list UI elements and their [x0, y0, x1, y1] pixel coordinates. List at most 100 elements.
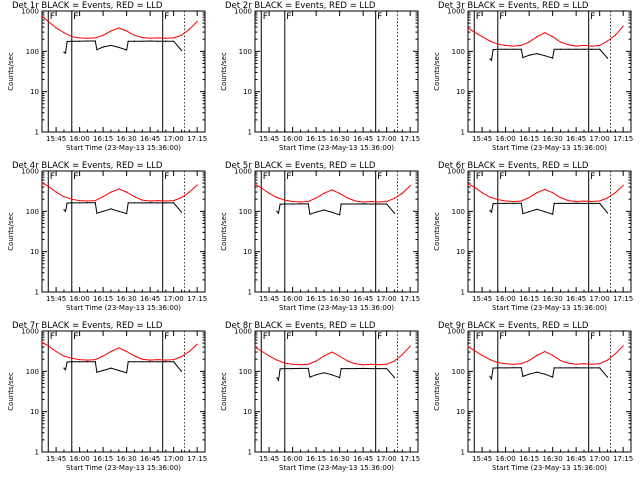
- y-tick-label: 100: [239, 368, 252, 376]
- lld-series-line: [41, 342, 198, 361]
- events-data-point: [133, 361, 136, 363]
- x-axis-label: Start Time (23-May-13 15:36:00): [279, 464, 394, 472]
- events-data-point: [520, 202, 522, 204]
- lld-data-point: [188, 191, 190, 193]
- events-data-point: [340, 203, 342, 205]
- flare-marker-label: F: [286, 172, 291, 182]
- lld-data-point: [362, 201, 364, 203]
- events-data-point: [79, 361, 81, 363]
- events-data-point: [575, 367, 577, 369]
- plot-frame: [254, 330, 419, 453]
- lld-data-point: [118, 347, 120, 349]
- events-data-point: [567, 48, 569, 50]
- lld-data-point: [276, 196, 278, 199]
- lld-data-point: [473, 349, 475, 352]
- lld-data-point: [86, 359, 89, 361]
- events-data-point: [277, 212, 280, 214]
- y-tick-label: 10: [456, 408, 465, 416]
- events-data-point: [559, 367, 562, 369]
- x-tick-label: 16:00: [70, 295, 90, 303]
- lld-data-point: [133, 196, 136, 198]
- x-tick-label: 16:45: [566, 295, 586, 303]
- x-tick-label: 16:45: [566, 135, 586, 143]
- lld-data-point: [315, 197, 317, 199]
- y-tick-label: 1000: [21, 8, 39, 16]
- lld-data-point: [536, 354, 538, 356]
- lightcurve-chart: Det 6r BLACK = Events, RED = LLD 1 10 100 10…: [433, 161, 633, 312]
- y-tick-label: 1: [35, 129, 39, 137]
- events-data-point: [583, 367, 585, 369]
- lld-data-point: [512, 45, 515, 47]
- events-data-point: [528, 373, 530, 375]
- events-data-point: [126, 372, 128, 374]
- events-data-point: [591, 48, 593, 50]
- flare-marker-label: F: [50, 12, 55, 22]
- detector-panel-2: Det 2r BLACK = Events, RED = LLD 1 10 100 10…: [213, 0, 426, 160]
- lld-data-point: [591, 363, 593, 365]
- events-series-line: [63, 40, 182, 55]
- events-data-point: [354, 203, 356, 205]
- lld-data-point: [393, 360, 396, 362]
- events-data-point: [173, 361, 175, 363]
- events-data-point: [127, 202, 129, 204]
- lld-data-point: [567, 362, 569, 364]
- plot-frame: [41, 330, 206, 453]
- lld-data-point: [173, 37, 175, 39]
- y-tick-label: 100: [452, 368, 465, 376]
- events-data-point: [536, 208, 538, 210]
- lld-data-point: [196, 343, 198, 345]
- events-data-point: [133, 40, 136, 42]
- lld-data-point: [544, 32, 546, 34]
- lld-data-point: [47, 185, 49, 187]
- lld-data-point: [622, 345, 624, 347]
- events-data-point: [141, 361, 143, 363]
- lld-data-point: [473, 31, 475, 33]
- events-data-point: [393, 376, 396, 379]
- lld-data-point: [41, 341, 43, 344]
- events-data-point: [149, 361, 151, 363]
- lld-data-point: [71, 357, 73, 359]
- lld-data-point: [552, 354, 554, 356]
- y-tick-label: 100: [239, 208, 252, 216]
- y-tick-label: 10: [30, 408, 39, 416]
- flare-marker-label: F: [499, 12, 504, 22]
- events-data-point: [64, 210, 67, 212]
- lld-data-point: [599, 200, 601, 202]
- x-tick-label: 16:15: [519, 295, 539, 303]
- flare-marker-label: F: [73, 172, 78, 182]
- events-data-point: [279, 368, 281, 370]
- x-axis-label: Start Time (23-May-13 15:36:00): [279, 144, 394, 152]
- y-tick-label: 100: [452, 208, 465, 216]
- lld-data-point: [71, 198, 73, 200]
- lld-data-point: [102, 196, 104, 198]
- events-data-point: [492, 203, 494, 205]
- lld-data-point: [567, 44, 569, 46]
- lld-data-point: [386, 363, 388, 365]
- lld-data-point: [473, 186, 475, 188]
- events-data-point: [512, 48, 515, 50]
- events-data-point: [331, 211, 333, 213]
- lld-data-point: [354, 200, 356, 202]
- events-data-point: [362, 367, 364, 370]
- x-tick-label: 15:45: [472, 455, 492, 463]
- lld-data-point: [606, 40, 609, 42]
- events-data-point: [606, 212, 609, 214]
- lightcurve-chart: Det 5r BLACK = Events, RED = LLD 1 10 100 10…: [220, 161, 420, 312]
- events-data-point: [339, 376, 341, 379]
- events-data-point: [339, 214, 341, 216]
- chart-title: Det 5r BLACK = Events, RED = LLD: [225, 161, 376, 171]
- events-data-point: [102, 369, 104, 372]
- events-data-point: [149, 202, 151, 204]
- lld-data-point: [118, 27, 120, 29]
- lld-data-point: [401, 353, 403, 356]
- x-tick-label: 16:00: [496, 455, 516, 463]
- lld-data-point: [505, 200, 507, 202]
- x-tick-label: 15:45: [259, 455, 279, 463]
- lld-data-point: [575, 363, 577, 365]
- x-axis-label: Start Time (23-May-13 15:36:00): [279, 304, 394, 312]
- x-tick-label: 16:15: [519, 455, 539, 463]
- events-data-point: [141, 202, 143, 204]
- events-data-point: [94, 361, 96, 363]
- events-data-point: [127, 40, 129, 42]
- y-tick-label: 1: [35, 449, 39, 457]
